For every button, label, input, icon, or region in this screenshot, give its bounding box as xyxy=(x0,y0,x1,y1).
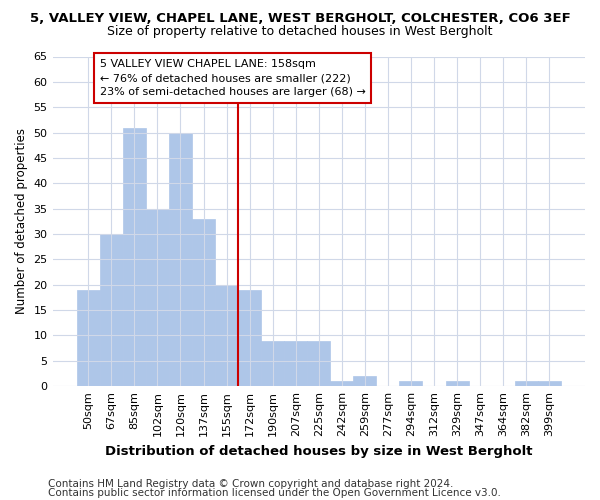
Text: 5, VALLEY VIEW, CHAPEL LANE, WEST BERGHOLT, COLCHESTER, CO6 3EF: 5, VALLEY VIEW, CHAPEL LANE, WEST BERGHO… xyxy=(29,12,571,26)
Text: Contains HM Land Registry data © Crown copyright and database right 2024.: Contains HM Land Registry data © Crown c… xyxy=(48,479,454,489)
Bar xyxy=(215,284,238,386)
Bar xyxy=(77,290,100,386)
Bar xyxy=(515,381,538,386)
Text: Contains public sector information licensed under the Open Government Licence v3: Contains public sector information licen… xyxy=(48,488,501,498)
Text: 5 VALLEY VIEW CHAPEL LANE: 158sqm
← 76% of detached houses are smaller (222)
23%: 5 VALLEY VIEW CHAPEL LANE: 158sqm ← 76% … xyxy=(100,59,365,97)
Bar xyxy=(192,219,215,386)
Bar xyxy=(169,132,192,386)
Bar xyxy=(446,381,469,386)
Text: Size of property relative to detached houses in West Bergholt: Size of property relative to detached ho… xyxy=(107,25,493,38)
Bar xyxy=(146,208,169,386)
Bar xyxy=(353,376,376,386)
Bar xyxy=(100,234,123,386)
Bar xyxy=(307,340,330,386)
Bar xyxy=(330,381,353,386)
Bar xyxy=(261,340,284,386)
Bar xyxy=(538,381,561,386)
Bar xyxy=(238,290,261,386)
Y-axis label: Number of detached properties: Number of detached properties xyxy=(15,128,28,314)
Bar xyxy=(284,340,307,386)
Bar xyxy=(400,381,422,386)
X-axis label: Distribution of detached houses by size in West Bergholt: Distribution of detached houses by size … xyxy=(105,444,533,458)
Bar xyxy=(123,128,146,386)
